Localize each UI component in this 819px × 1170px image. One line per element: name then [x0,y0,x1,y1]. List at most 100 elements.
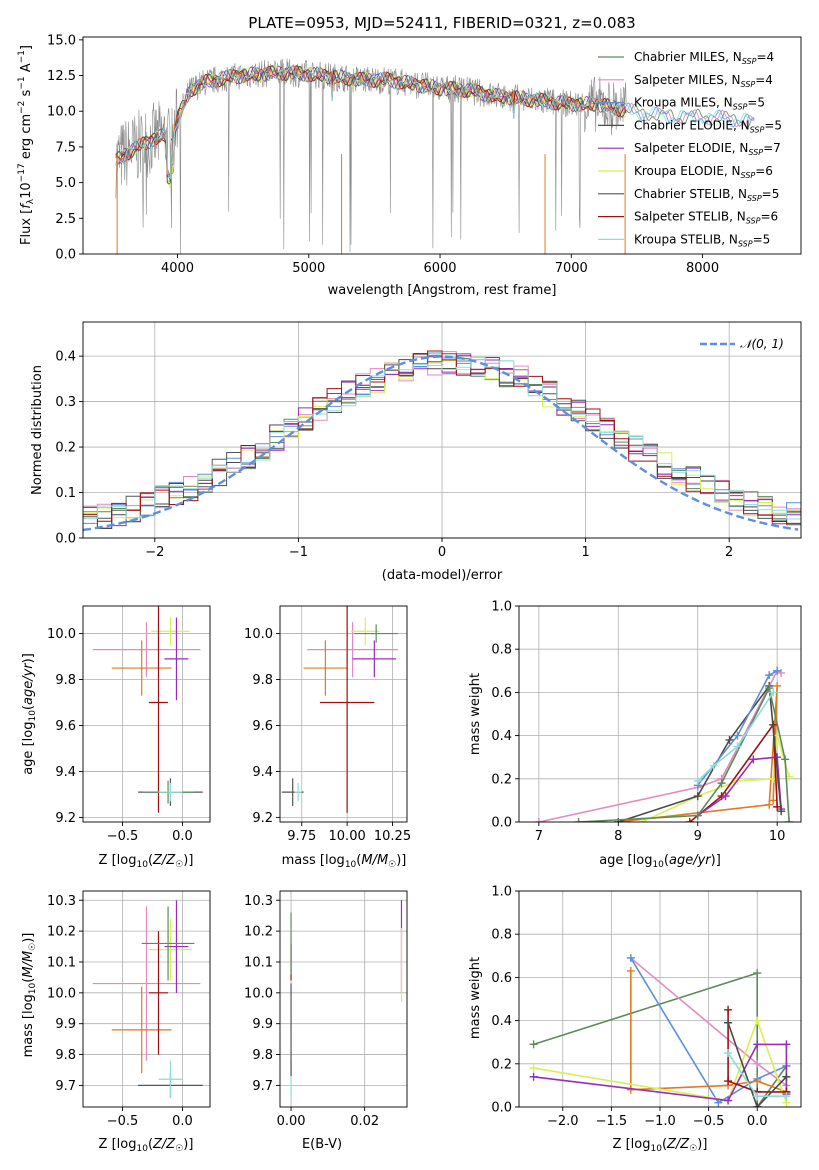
data-point-marker [693,776,702,785]
weight-vs-age-panel: 7 8 9 10 0.0 0.2 0.4 0.6 0.8 1.0 [491,600,802,844]
y-tick-label: 0.4 [55,350,76,365]
legend-label: Chabrier STELIB, NSSP=5 [634,187,779,203]
y-tick-label: 9.7 [252,1079,273,1094]
x-tick-label: 0.0 [172,829,193,844]
data-point-marker [765,800,774,809]
y-tick-label: 10.2 [244,925,273,940]
plot-area [281,606,398,813]
y-tick-label: 7.5 [55,140,76,155]
data-point-marker [724,1018,733,1027]
y-tick-label: 9.2 [252,811,273,826]
x-tick-label: 0.0 [747,1114,768,1129]
x-tick-label: −1.0 [644,1114,676,1129]
model-spectrum-line [115,65,627,178]
data-point-marker [753,1092,762,1101]
mass-weight-line [727,1022,787,1107]
y-tick-label: 9.9 [252,1017,273,1032]
mass-weight-line [630,957,787,1104]
y-tick-label: 12.5 [47,69,76,84]
y-tick-label: 0.4 [491,729,512,744]
x-tick-label: −0.5 [107,1114,139,1129]
residuals-ylabel: Normed distribution [30,365,45,495]
y-tick-label: 10.0 [244,627,273,642]
wZ-ylabel: mass weight [468,957,483,1039]
y-tick-label: 1.0 [491,600,512,615]
x-tick-label: 8 [614,829,622,844]
mass-weight-line [538,669,782,822]
model-spectrum-line [115,65,627,182]
x-tick-label: 5000 [292,261,325,276]
plot-area [290,900,403,1098]
y-tick-label: 10.1 [47,955,76,970]
y-tick-label: 9.8 [55,1048,76,1063]
residual-histogram [83,356,801,532]
wZ-xlabel: Z [log10(Z/Z☉)] [613,1137,708,1154]
axes-frame [279,890,408,1108]
mass-vs-ebv-panel: 0.00 0.02 9.7 9.8 9.9 10.0 10.1 10.2 10.3 [244,890,408,1129]
y-tick-label: 10.3 [47,894,76,909]
x-tick-label: 0.00 [277,1114,306,1129]
data-point-marker [724,1049,733,1057]
legend-label: Salpeter STELIB, NSSP=6 [634,210,778,226]
y-tick-label: 9.4 [55,765,76,780]
y-tick-label: 9.6 [55,719,76,734]
weight-vs-metallicity-panel: −2.0 −1.5 −1.0 −0.5 0.0 0.0 0.2 0.4 0.6 0.8 1.0 [491,885,802,1129]
ageM-xlabel: mass [log10(M/M☉)] [282,853,407,870]
wAge-ylabel: mass weight [468,673,483,755]
y-tick-label: 0.8 [491,643,512,658]
y-tick-label: 2.5 [55,212,76,227]
y-tick-label: 10.0 [244,986,273,1001]
data-point-marker [753,1059,762,1068]
data-point-marker [685,818,694,822]
x-tick-label: −1.5 [596,1114,628,1129]
mass-vs-metallicity-panel: −0.5 0.0 9.7 9.8 9.9 10.0 10.1 10.2 10.3 [47,890,211,1129]
plot-area [92,900,203,1098]
data-point-marker [773,681,782,690]
x-tick-label: 10.25 [374,829,411,844]
mass-weight-line [641,735,790,822]
ageZ-xlabel: Z [log10(Z/Z☉)] [99,853,194,870]
data-point-marker [721,792,730,801]
legend-label: Salpeter ELODIE, NSSP=7 [634,141,781,157]
y-tick-label: 10.0 [47,986,76,1001]
data-point-marker [626,953,635,962]
data-point-marker [733,731,742,740]
legend-label: 𝒩(0, 1) [740,337,784,351]
legend-label: Chabrier MILES, NSSP=4 [634,50,774,66]
x-tick-label: 7 [535,829,543,844]
x-tick-label: 0 [438,545,446,560]
model-spectrum-line [115,65,755,183]
data-point-marker [782,1092,791,1101]
y-tick-label: 10.1 [244,955,273,970]
data-point-marker [529,1040,538,1049]
model-spectrum-line [115,65,755,180]
y-tick-label: 0.6 [491,686,512,701]
data-point-marker [724,1096,733,1105]
normal-distribution-curve [83,355,799,532]
y-tick-label: 9.9 [55,1017,76,1032]
y-tick-label: 1.0 [491,885,512,900]
x-tick-label: 4000 [161,261,194,276]
spectrum-ylabel: Flux [fλ10−17 erg cm−2 s−1 A−1] [17,45,36,245]
x-tick-label: −0.5 [693,1114,725,1129]
y-tick-label: 0.2 [491,772,512,787]
data-point-marker [574,818,583,822]
axes-frame [82,36,802,255]
y-tick-label: 0.6 [491,971,512,986]
legend-label: Salpeter MILES, NSSP=4 [634,73,773,89]
y-tick-label: 5.0 [55,176,76,191]
x-tick-label: −1 [289,545,308,560]
legend-label: Kroupa MILES, NSSP=5 [634,96,765,112]
y-tick-label: 10.0 [47,105,76,120]
data-point-marker [753,1077,762,1086]
data-point-marker [782,1072,791,1081]
data-point-marker [777,807,786,816]
y-tick-label: 9.2 [55,811,76,826]
x-tick-label: 6000 [423,261,456,276]
spectrum-panel: 4000 5000 6000 7000 8000 0.0 2.5 5.0 7.5 10.0 12.5… [47,33,802,276]
residuals-xlabel: (data-model)/error [382,568,503,583]
y-tick-label: 9.8 [55,673,76,688]
data-point-marker [693,811,702,820]
data-point-marker [626,966,635,975]
